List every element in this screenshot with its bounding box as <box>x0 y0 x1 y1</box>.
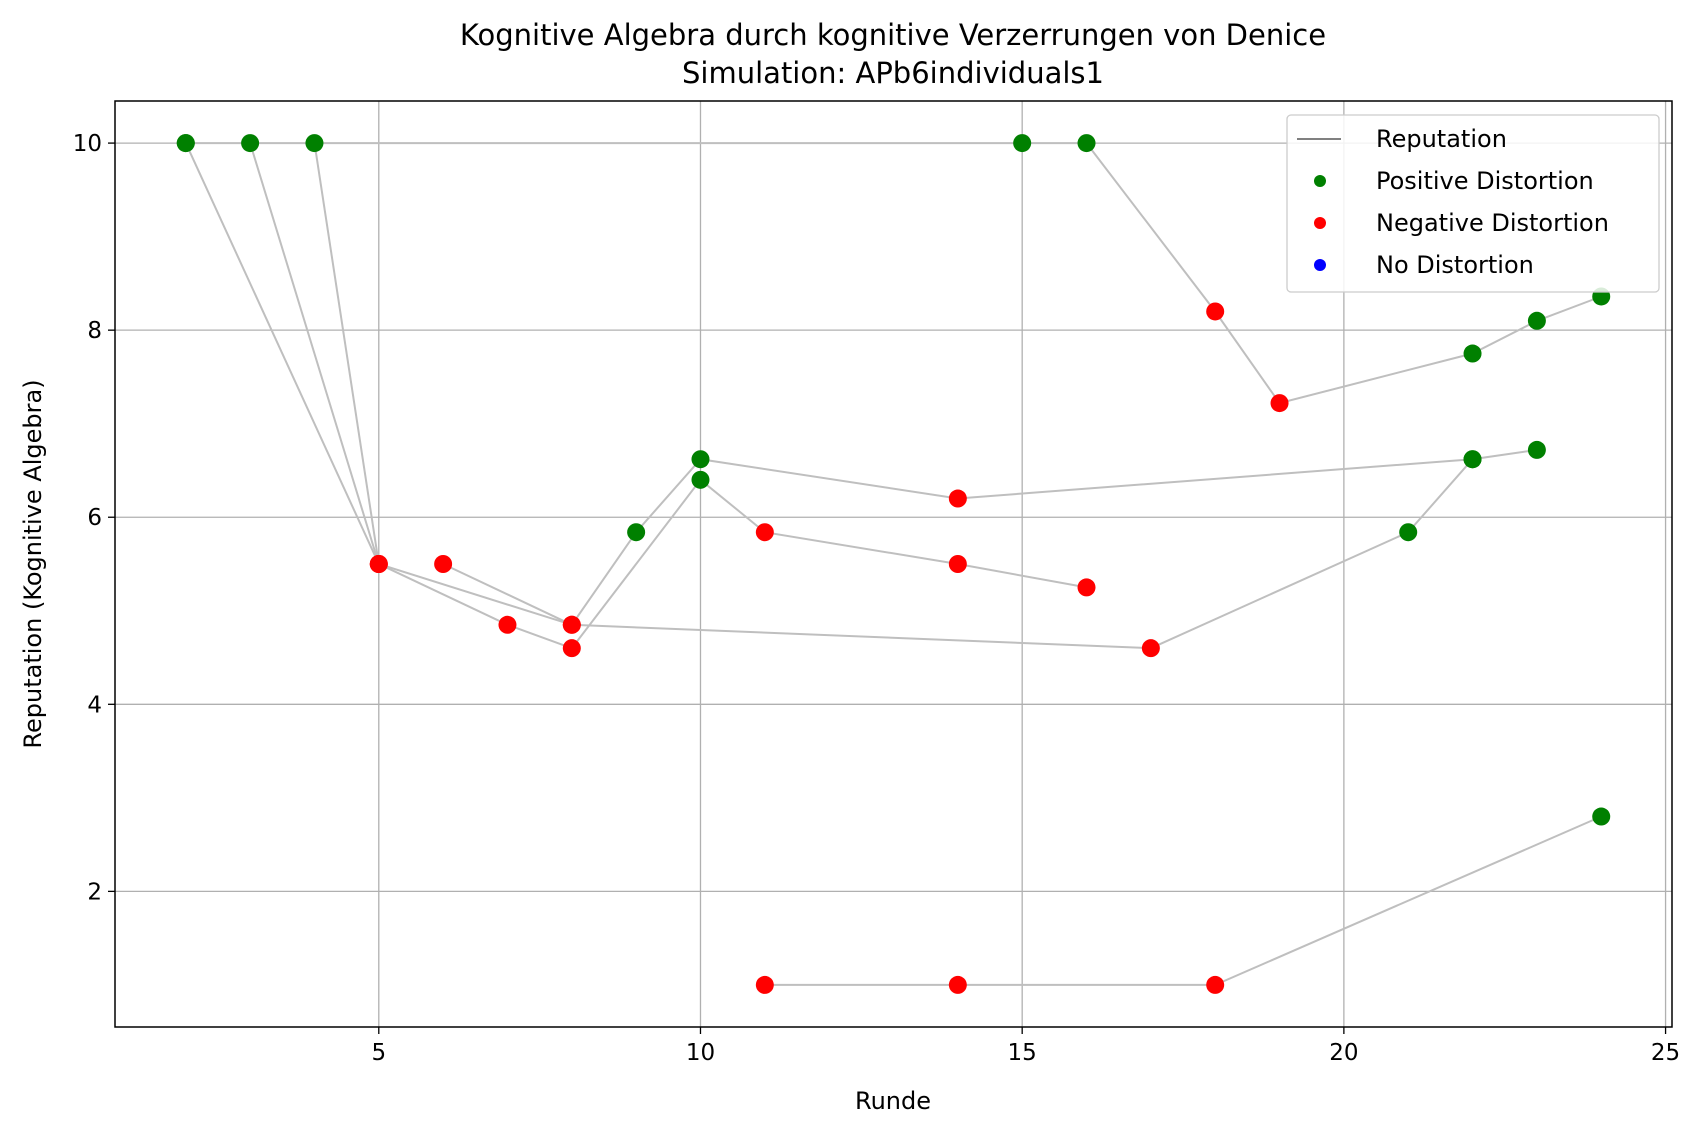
legend: Reputation Positive Distortion Negative Di… <box>1286 114 1660 293</box>
chart-title: Kognitive Algebra durch kognitive Verzer… <box>460 18 1326 52</box>
data-point-positive <box>241 134 260 153</box>
data-point-negative <box>369 555 388 573</box>
series-line-4 <box>442 458 1473 627</box>
x-axis-ticks: 5 10 15 20 25 <box>371 1027 1680 1066</box>
data-point-positive <box>1592 807 1611 826</box>
data-point-positive <box>1527 311 1546 330</box>
series-line-1 <box>184 142 1087 650</box>
data-points <box>176 134 1611 994</box>
data-point-negative <box>434 555 453 573</box>
data-point-positive <box>1399 523 1418 542</box>
y-tick-label: 2 <box>87 879 102 905</box>
series-line-3 <box>313 142 380 565</box>
data-point-negative <box>562 615 581 634</box>
data-point-positive <box>627 523 646 542</box>
data-point-positive <box>1463 450 1482 469</box>
legend-label: No Distortion <box>1376 251 1534 279</box>
x-tick-label: 5 <box>371 1040 386 1066</box>
y-axis-label: Reputation (Kognitive Algebra) <box>19 379 47 748</box>
y-tick-label: 10 <box>73 131 102 157</box>
data-point-positive <box>176 134 195 153</box>
chart-subtitle: Simulation: APb6individuals1 <box>682 56 1104 90</box>
data-point-negative <box>755 523 774 542</box>
y-tick-label: 4 <box>87 692 102 718</box>
plot-frame <box>114 100 1673 1028</box>
data-point-negative <box>948 555 967 573</box>
legend-marker-negative <box>1314 217 1326 229</box>
data-point-negative <box>1206 302 1225 321</box>
data-point-negative <box>498 615 517 634</box>
series-line-6 <box>764 815 1602 986</box>
data-point-negative <box>1206 975 1225 994</box>
data-point-negative <box>1270 394 1289 413</box>
data-point-positive <box>1077 134 1096 153</box>
data-point-positive <box>1013 134 1032 153</box>
data-point-negative <box>755 975 774 994</box>
legend-label: Reputation <box>1376 125 1507 153</box>
data-point-negative <box>1141 639 1160 658</box>
data-point-positive <box>1463 344 1482 363</box>
x-tick-label: 10 <box>686 1040 715 1066</box>
data-point-positive <box>305 134 324 153</box>
data-point-positive <box>1527 440 1546 459</box>
data-point-positive <box>691 450 710 469</box>
data-point-negative <box>562 639 581 658</box>
legend-marker-positive <box>1314 175 1326 187</box>
legend-box <box>1286 114 1660 293</box>
legend-label: Negative Distortion <box>1376 209 1609 237</box>
data-point-negative <box>1077 578 1096 597</box>
x-tick-label: 15 <box>1008 1040 1037 1066</box>
legend-label: Positive Distortion <box>1376 167 1594 195</box>
y-tick-label: 8 <box>87 318 102 344</box>
data-point-negative <box>948 975 967 994</box>
series-line-5 <box>185 142 1602 405</box>
data-point-positive <box>691 470 710 489</box>
y-tick-label: 6 <box>87 505 102 531</box>
x-tick-label: 25 <box>1651 1040 1680 1066</box>
data-point-negative <box>948 489 967 508</box>
x-axis-label: Runde <box>855 1087 931 1115</box>
x-tick-label: 20 <box>1329 1040 1358 1066</box>
legend-marker-none <box>1314 259 1326 271</box>
y-axis-ticks: 2 4 6 8 10 <box>73 131 115 905</box>
